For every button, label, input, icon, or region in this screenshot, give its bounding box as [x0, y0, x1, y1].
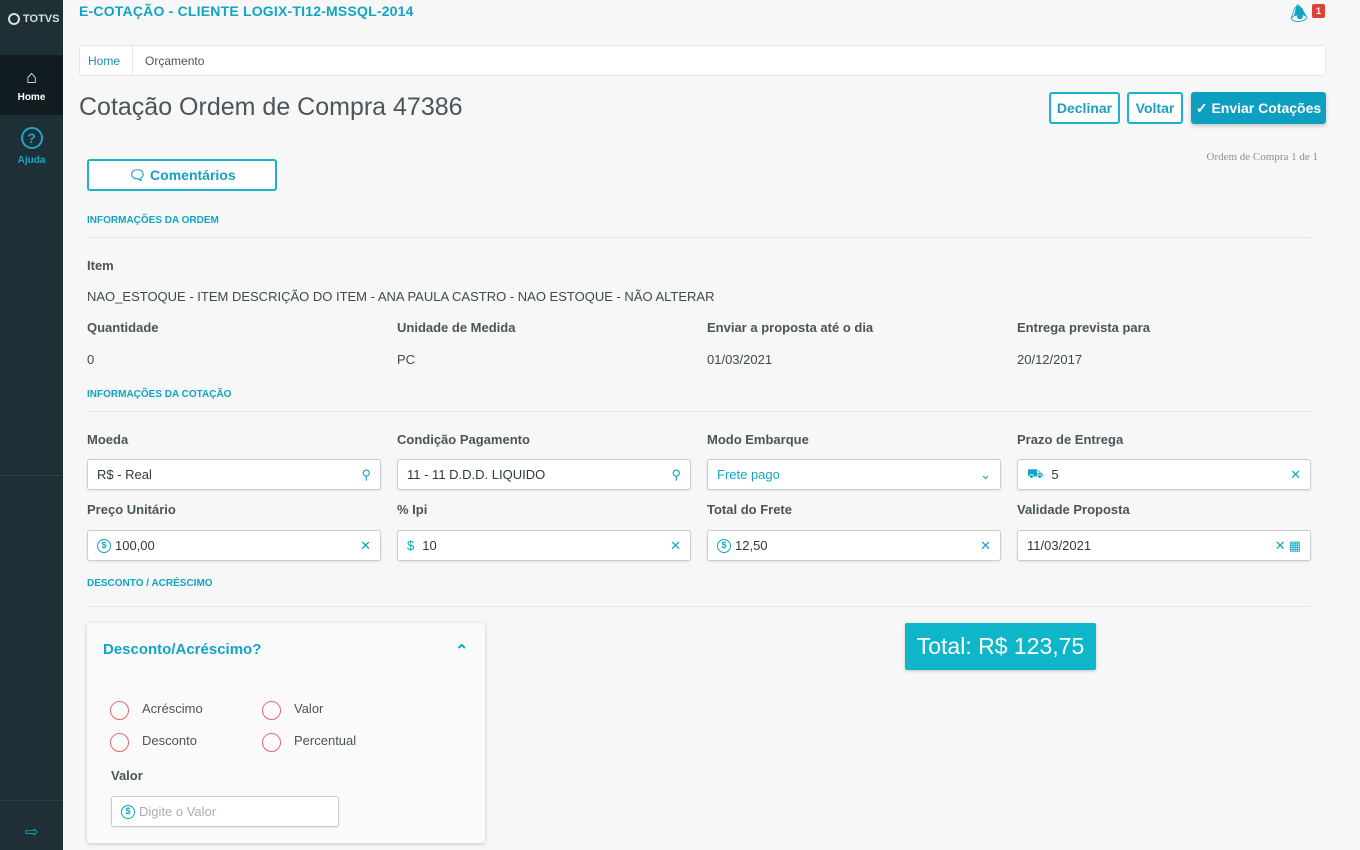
- payment-value: 11 - 11 D.D.D. LIQUIDO: [407, 467, 546, 482]
- radio-acrescimo[interactable]: [110, 701, 129, 720]
- divider: [87, 237, 1311, 238]
- deadline-label: Enviar a proposta até o dia: [707, 320, 874, 335]
- unit-price-label: Preço Unitário: [87, 502, 176, 517]
- divider: [87, 411, 1311, 412]
- divider: [0, 475, 63, 476]
- search-icon[interactable]: ⚲: [361, 466, 371, 482]
- help-icon: ?: [20, 127, 43, 149]
- percent-icon: $: [407, 538, 415, 553]
- breadcrumb-home[interactable]: Home: [80, 46, 134, 75]
- chevron-down-icon: ⌄: [980, 466, 991, 482]
- page-title: Cotação Ordem de Compra 47386: [79, 93, 463, 121]
- app-title: E-COTAÇÃO - CLIENTE LOGIX-TI12-MSSQL-201…: [79, 3, 414, 19]
- breadcrumb: Home Orçamento: [79, 45, 1326, 76]
- radio-label: Percentual: [294, 733, 357, 748]
- comments-icon: 🗨: [128, 167, 151, 183]
- lead-time-label: Prazo de Entrega: [1017, 432, 1124, 447]
- item-value: NAO_ESTOQUE - ITEM DESCRIÇÃO DO ITEM - A…: [87, 289, 715, 304]
- validity-value: 11/03/2021: [1027, 538, 1092, 553]
- payment-label: Condição Pagamento: [397, 432, 530, 447]
- unit-label: Unidade de Medida: [397, 320, 516, 335]
- currency-value: R$ - Real: [97, 467, 152, 482]
- lead-time-value: 5: [1051, 467, 1059, 482]
- comments-label: Comentários: [150, 167, 236, 183]
- validity-date-input[interactable]: 11/03/2021 ✕ ▦: [1017, 530, 1311, 561]
- quantity-label: Quantidade: [87, 320, 159, 335]
- currency-input[interactable]: R$ - Real ⚲: [87, 459, 381, 490]
- calendar-icon[interactable]: ▦: [1288, 537, 1301, 553]
- sidebar-item-ajuda[interactable]: ? Ajuda: [0, 125, 63, 175]
- discount-value-input[interactable]: $ Digite o Valor: [111, 796, 339, 827]
- radio-label: Valor: [294, 701, 324, 716]
- dollar-icon: $: [717, 538, 731, 553]
- ipi-label: % Ipi: [397, 502, 428, 517]
- sidebar-item-label: Ajuda: [17, 155, 46, 166]
- freight-input[interactable]: $12,50 ✕: [707, 530, 1001, 561]
- clear-icon[interactable]: ✕: [980, 537, 991, 553]
- radio-label: Desconto: [142, 733, 197, 748]
- clear-icon[interactable]: ✕: [670, 537, 681, 553]
- back-button[interactable]: Voltar: [1127, 92, 1183, 124]
- radio-percentual[interactable]: [262, 733, 281, 752]
- delivery-label: Entrega prevista para: [1017, 320, 1150, 335]
- dollar-icon: $: [121, 804, 135, 819]
- value-label: Valor: [111, 768, 143, 783]
- sidebar-item-label: Home: [17, 92, 46, 103]
- truck-icon: ⛟: [1027, 465, 1044, 481]
- validity-label: Validade Proposta: [1017, 502, 1130, 517]
- lead-time-input[interactable]: ⛟ 5 ✕: [1017, 459, 1311, 490]
- clear-icon[interactable]: ✕: [1290, 466, 1301, 482]
- shipping-select[interactable]: Frete pago ⌄: [707, 459, 1001, 490]
- unit-price-input[interactable]: $100,00 ✕: [87, 530, 381, 561]
- clear-icon[interactable]: ✕: [1274, 537, 1286, 553]
- item-label: Item: [87, 258, 114, 273]
- ipi-value: 10: [422, 538, 437, 553]
- radio-label: Acréscimo: [142, 701, 203, 716]
- pager: Ordem de Compra 1 de 1: [1206, 151, 1319, 163]
- chevron-up-icon[interactable]: ⌃: [455, 643, 469, 660]
- sidebar: TOTVS ⌂ Home ? Ajuda ⇨: [0, 0, 63, 850]
- decline-button[interactable]: Declinar: [1049, 92, 1120, 124]
- unit-value: PC: [397, 352, 416, 367]
- menu-collapse-icon[interactable]: ⇨: [25, 824, 39, 841]
- delivery-value: 20/12/2017: [1017, 352, 1083, 367]
- sidebar-item-home[interactable]: ⌂ Home: [0, 55, 63, 115]
- search-icon[interactable]: ⚲: [671, 466, 681, 482]
- unit-price-value: 100,00: [115, 538, 155, 553]
- value-placeholder: Digite o Valor: [139, 804, 217, 819]
- dollar-icon: $: [97, 538, 111, 553]
- notification-badge: 1: [1312, 4, 1325, 18]
- divider: [87, 606, 1311, 607]
- home-icon: ⌂: [26, 67, 37, 87]
- totvs-logo: TOTVS: [8, 13, 59, 25]
- quantity-value: 0: [87, 352, 95, 367]
- discount-panel: Desconto/Acréscimo? ⌃ Acréscimo Desconto…: [87, 623, 485, 843]
- section-discount: DESCONTO / ACRÉSCIMO: [87, 578, 213, 589]
- shipping-value: Frete pago: [717, 467, 780, 482]
- total-badge: Total: R$ 123,75: [905, 623, 1096, 670]
- section-quote-info: INFORMAÇÕES DA COTAÇÃO: [87, 389, 232, 400]
- check-icon: ✓: [1195, 100, 1212, 116]
- radio-valor[interactable]: [262, 701, 281, 720]
- radio-desconto[interactable]: [110, 733, 129, 752]
- section-order-info: INFORMAÇÕES DA ORDEM: [87, 215, 219, 226]
- send-quotes-button[interactable]: ✓ Enviar Cotações: [1191, 92, 1326, 124]
- freight-value: 12,50: [735, 538, 768, 553]
- shipping-label: Modo Embarque: [707, 432, 809, 447]
- clear-icon[interactable]: ✕: [360, 537, 371, 553]
- bell-icon[interactable]: 🕭: [1290, 4, 1308, 26]
- discount-panel-title[interactable]: Desconto/Acréscimo?: [103, 641, 262, 658]
- comments-button[interactable]: 🗨 Comentários: [87, 159, 277, 191]
- send-label: Enviar Cotações: [1211, 100, 1322, 116]
- ipi-input[interactable]: $10 ✕: [397, 530, 691, 561]
- deadline-value: 01/03/2021: [707, 352, 773, 367]
- currency-label: Moeda: [87, 432, 129, 447]
- freight-label: Total do Frete: [707, 502, 792, 517]
- divider: [0, 800, 63, 801]
- payment-input[interactable]: 11 - 11 D.D.D. LIQUIDO ⚲: [397, 459, 691, 490]
- breadcrumb-current: Orçamento: [145, 53, 205, 68]
